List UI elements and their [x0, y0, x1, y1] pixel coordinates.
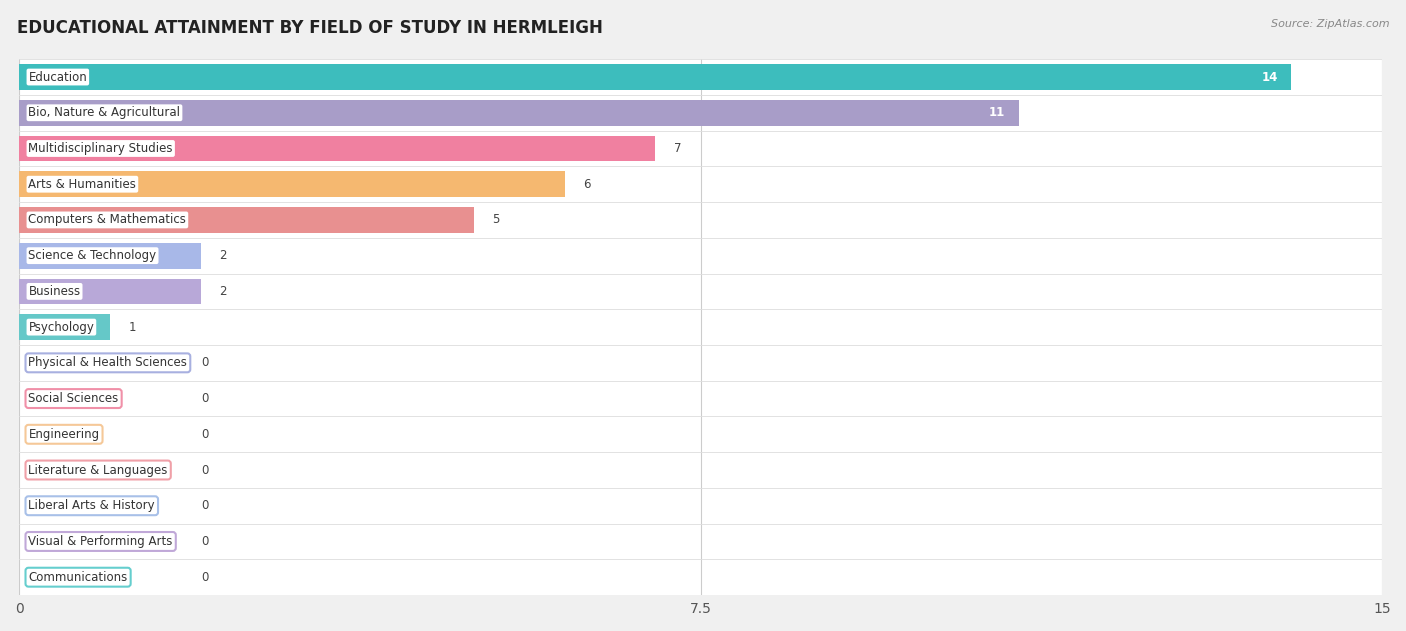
FancyBboxPatch shape — [20, 202, 1382, 238]
Bar — [20, 278, 201, 304]
Text: Physical & Health Sciences: Physical & Health Sciences — [28, 357, 187, 369]
Text: 0: 0 — [201, 464, 208, 476]
Text: 0: 0 — [201, 392, 208, 405]
Text: Literature & Languages: Literature & Languages — [28, 464, 167, 476]
Text: 0: 0 — [201, 357, 208, 369]
Text: Computers & Mathematics: Computers & Mathematics — [28, 213, 187, 227]
Text: Bio, Nature & Agricultural: Bio, Nature & Agricultural — [28, 106, 180, 119]
Text: Engineering: Engineering — [28, 428, 100, 441]
Bar — [20, 172, 564, 197]
Bar — [20, 136, 655, 162]
Text: 6: 6 — [582, 178, 591, 191]
Text: Psychology: Psychology — [28, 321, 94, 334]
Text: 2: 2 — [219, 249, 226, 262]
Bar — [20, 314, 110, 340]
Text: Liberal Arts & History: Liberal Arts & History — [28, 499, 155, 512]
FancyBboxPatch shape — [20, 273, 1382, 309]
FancyBboxPatch shape — [20, 380, 1382, 416]
Text: 0: 0 — [201, 570, 208, 584]
FancyBboxPatch shape — [20, 452, 1382, 488]
Text: 2: 2 — [219, 285, 226, 298]
Text: 11: 11 — [988, 106, 1005, 119]
FancyBboxPatch shape — [20, 559, 1382, 595]
FancyBboxPatch shape — [20, 416, 1382, 452]
FancyBboxPatch shape — [20, 238, 1382, 273]
Text: Source: ZipAtlas.com: Source: ZipAtlas.com — [1271, 19, 1389, 29]
Bar — [20, 64, 1291, 90]
Text: 0: 0 — [201, 535, 208, 548]
Text: EDUCATIONAL ATTAINMENT BY FIELD OF STUDY IN HERMLEIGH: EDUCATIONAL ATTAINMENT BY FIELD OF STUDY… — [17, 19, 603, 37]
FancyBboxPatch shape — [20, 167, 1382, 202]
Text: Science & Technology: Science & Technology — [28, 249, 156, 262]
FancyBboxPatch shape — [20, 488, 1382, 524]
Text: Communications: Communications — [28, 570, 128, 584]
Text: 5: 5 — [492, 213, 499, 227]
Text: Education: Education — [28, 71, 87, 83]
Text: Multidisciplinary Studies: Multidisciplinary Studies — [28, 142, 173, 155]
Text: 1: 1 — [128, 321, 136, 334]
Bar — [20, 100, 1019, 126]
Text: Visual & Performing Arts: Visual & Performing Arts — [28, 535, 173, 548]
FancyBboxPatch shape — [20, 95, 1382, 131]
Bar — [20, 243, 201, 269]
Text: Arts & Humanities: Arts & Humanities — [28, 178, 136, 191]
Text: Business: Business — [28, 285, 80, 298]
Text: Social Sciences: Social Sciences — [28, 392, 118, 405]
FancyBboxPatch shape — [20, 131, 1382, 167]
Text: 0: 0 — [201, 428, 208, 441]
Text: 7: 7 — [673, 142, 681, 155]
Text: 0: 0 — [201, 499, 208, 512]
FancyBboxPatch shape — [20, 309, 1382, 345]
Text: 14: 14 — [1261, 71, 1278, 83]
FancyBboxPatch shape — [20, 59, 1382, 95]
FancyBboxPatch shape — [20, 524, 1382, 559]
Bar — [20, 207, 474, 233]
FancyBboxPatch shape — [20, 345, 1382, 380]
